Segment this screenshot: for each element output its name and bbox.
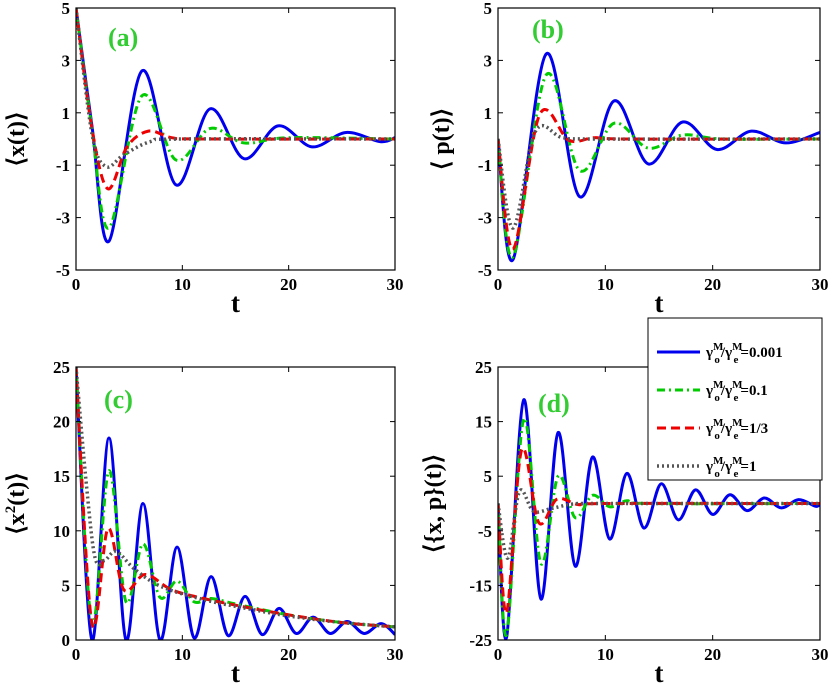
xtick-label: 10 bbox=[174, 645, 191, 664]
xtick-label: 20 bbox=[704, 645, 721, 664]
ytick-label: -3 bbox=[56, 209, 70, 228]
ytick-label: -15 bbox=[469, 576, 492, 595]
curves-a bbox=[76, 8, 395, 244]
ytick-label: -1 bbox=[56, 156, 70, 175]
legend-label-3: γM o/γM e =1/3 bbox=[705, 417, 768, 442]
ytick-label: 3 bbox=[62, 51, 71, 70]
ytick-label: -5 bbox=[56, 261, 70, 280]
ytick-label: 0 bbox=[62, 631, 71, 650]
ytick-label: -5 bbox=[478, 261, 492, 280]
y-axis-label-a: ⟨x(t)⟩ bbox=[4, 112, 30, 167]
x-axis-label-c: t bbox=[231, 658, 240, 688]
legend-label-2: γM o/γM e =0.1 bbox=[705, 379, 768, 404]
xtick-label: 0 bbox=[72, 645, 81, 664]
y-axis-label-b: ⟨ p(t)⟩ bbox=[429, 108, 455, 170]
ytick-label: -3 bbox=[478, 209, 492, 228]
xtick-label: 30 bbox=[387, 275, 404, 294]
ylabel-c-sup: 2 bbox=[3, 506, 19, 514]
ytick-label: 5 bbox=[484, 0, 493, 18]
ytick-label: 25 bbox=[475, 358, 492, 377]
xtick-label: 10 bbox=[174, 275, 191, 294]
series-line-b-1 bbox=[498, 52, 820, 263]
ytick-label: -1 bbox=[478, 156, 492, 175]
xtick-label: 20 bbox=[280, 275, 297, 294]
xtick-label: 20 bbox=[280, 645, 297, 664]
series-line-c-2 bbox=[76, 367, 395, 629]
series-line-c-4 bbox=[76, 367, 395, 629]
curves-d bbox=[498, 398, 820, 640]
series-line-b-3 bbox=[498, 108, 820, 251]
legend-box bbox=[647, 317, 823, 481]
xtick-label: 0 bbox=[72, 275, 81, 294]
y-axis-label-d: ⟨{x, p}(t)⟩ bbox=[421, 454, 447, 553]
xtick-label: 30 bbox=[387, 645, 404, 664]
xtick-label: 30 bbox=[812, 645, 829, 664]
ylabel-c-open: ⟨x bbox=[4, 513, 30, 534]
ytick-label: -25 bbox=[469, 631, 492, 650]
xtick-label: 30 bbox=[812, 275, 829, 294]
panel-c: 0 10 20 30 0 5 10 15 20 25 t ⟨x2(t)⟩ (c) bbox=[3, 358, 404, 688]
ytick-label: 25 bbox=[53, 358, 70, 377]
xtick-label: 10 bbox=[597, 275, 614, 294]
series-line-b-4 bbox=[498, 123, 820, 230]
panel-label-c: (c) bbox=[104, 385, 133, 414]
ytick-label: 3 bbox=[484, 51, 493, 70]
ytick-label: 20 bbox=[53, 413, 70, 432]
legend-label-4: γM o/γM e =1 bbox=[705, 455, 756, 480]
x-axis-label-b: t bbox=[655, 288, 664, 318]
axes-frame-b bbox=[497, 7, 821, 271]
ytick-label: 10 bbox=[53, 522, 70, 541]
xtick-label: 10 bbox=[597, 645, 614, 664]
ytick-label: -5 bbox=[478, 522, 492, 541]
xtick-label: 0 bbox=[494, 645, 503, 664]
xtick-label: 0 bbox=[494, 275, 503, 294]
curves-c bbox=[76, 367, 395, 640]
ytick-label: 5 bbox=[484, 467, 493, 486]
curves-b bbox=[498, 52, 820, 263]
panel-label-a: (a) bbox=[108, 23, 138, 52]
panel-label-d: (d) bbox=[538, 389, 570, 418]
x-axis-label-a: t bbox=[231, 288, 240, 318]
axes-frame-a bbox=[75, 7, 396, 271]
panel-label-b: (b) bbox=[532, 15, 564, 44]
x-axis-label-d: t bbox=[655, 658, 664, 688]
y-axis-label-c: ⟨x2(t)⟩ bbox=[3, 472, 30, 534]
ytick-label: 1 bbox=[62, 104, 71, 123]
legend: γM o/γM e =0.001 γM o/γM e =0.1 γM o/γM e =1/3 γM o/γ… bbox=[647, 317, 823, 481]
legend-label-1: γM o/γM e =0.001 bbox=[705, 341, 783, 366]
ytick-label: 15 bbox=[475, 413, 492, 432]
panel-a: 0 10 20 30 -5 -3 -1 1 3 5 t ⟨x(t)⟩ (a) bbox=[4, 0, 404, 318]
ytick-label: 5 bbox=[62, 576, 71, 595]
panel-d: 0 10 20 30 -25 -15 -5 5 15 25 t ⟨{x, p}(t)⟩ (d) bbox=[421, 358, 829, 688]
series-line-b-2 bbox=[498, 72, 820, 259]
series-line-d-3 bbox=[498, 446, 820, 615]
xtick-label: 20 bbox=[704, 275, 721, 294]
ylabel-c-close: (t)⟩ bbox=[4, 472, 30, 505]
series-line-a-3 bbox=[76, 8, 395, 191]
ytick-label: 15 bbox=[53, 467, 70, 486]
axes-frame-c bbox=[75, 366, 396, 641]
series-line-a-1 bbox=[76, 8, 395, 244]
ytick-label: 5 bbox=[62, 0, 71, 18]
series-line-d-2 bbox=[498, 417, 820, 637]
ytick-label: 1 bbox=[484, 104, 493, 123]
panel-b: 0 10 20 30 -5 -3 -1 1 3 5 t ⟨ p(t)⟩ (b) bbox=[429, 0, 829, 318]
series-line-d-4 bbox=[498, 488, 820, 560]
